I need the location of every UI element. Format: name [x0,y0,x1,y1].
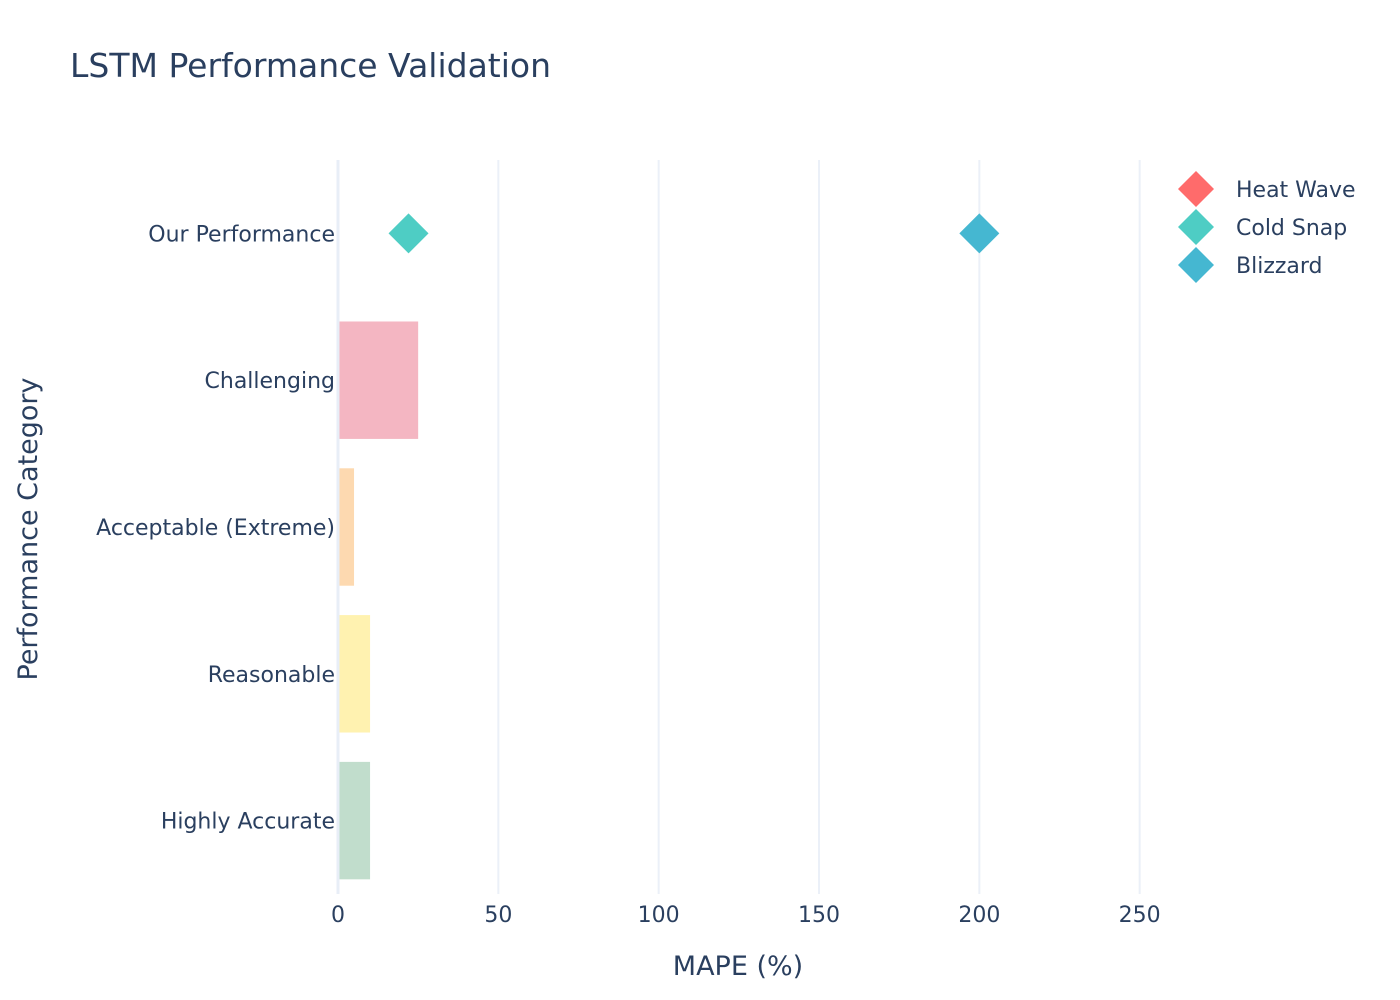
marker-point [959,213,1000,254]
marker-point [388,213,429,254]
legend-label: Heat Wave [1236,178,1356,203]
bars [338,321,419,880]
chart-title: LSTM Performance Validation [70,46,552,85]
y-tick-label: Acceptable (Extreme) [96,516,335,541]
bar [338,321,419,439]
y-tick-labels: Our Performance Challenging Acceptable (Ex… [96,222,335,834]
legend-marker [1178,209,1214,245]
x-tick-label: 0 [331,903,345,928]
y-tick-label: Challenging [205,369,335,394]
x-tick-label: 50 [484,903,512,928]
y-tick-label: Highly Accurate [161,810,335,835]
y-tick-label: Our Performance [148,222,335,247]
x-tick-label: 250 [1119,903,1161,928]
markers [388,213,1000,254]
legend-marker [1178,247,1214,283]
x-axis-title: MAPE (%) [673,951,803,982]
x-tick-label: 100 [638,903,680,928]
bar [338,615,371,733]
y-tick-label: Reasonable [208,663,335,688]
x-tick-labels: 0 50 100 150 200 250 [331,903,1161,928]
legend-label: Blizzard [1236,254,1323,279]
legend-marker [1178,171,1214,207]
x-tick-label: 200 [958,903,1000,928]
bar [338,761,371,880]
legend[interactable]: Heat Wave Cold Snap Blizzard [1178,171,1356,283]
grid-lines [497,160,1141,894]
bar [338,468,355,586]
y-axis-title: Performance Category [13,377,44,680]
legend-label: Cold Snap [1236,216,1347,241]
x-tick-label: 150 [798,903,840,928]
